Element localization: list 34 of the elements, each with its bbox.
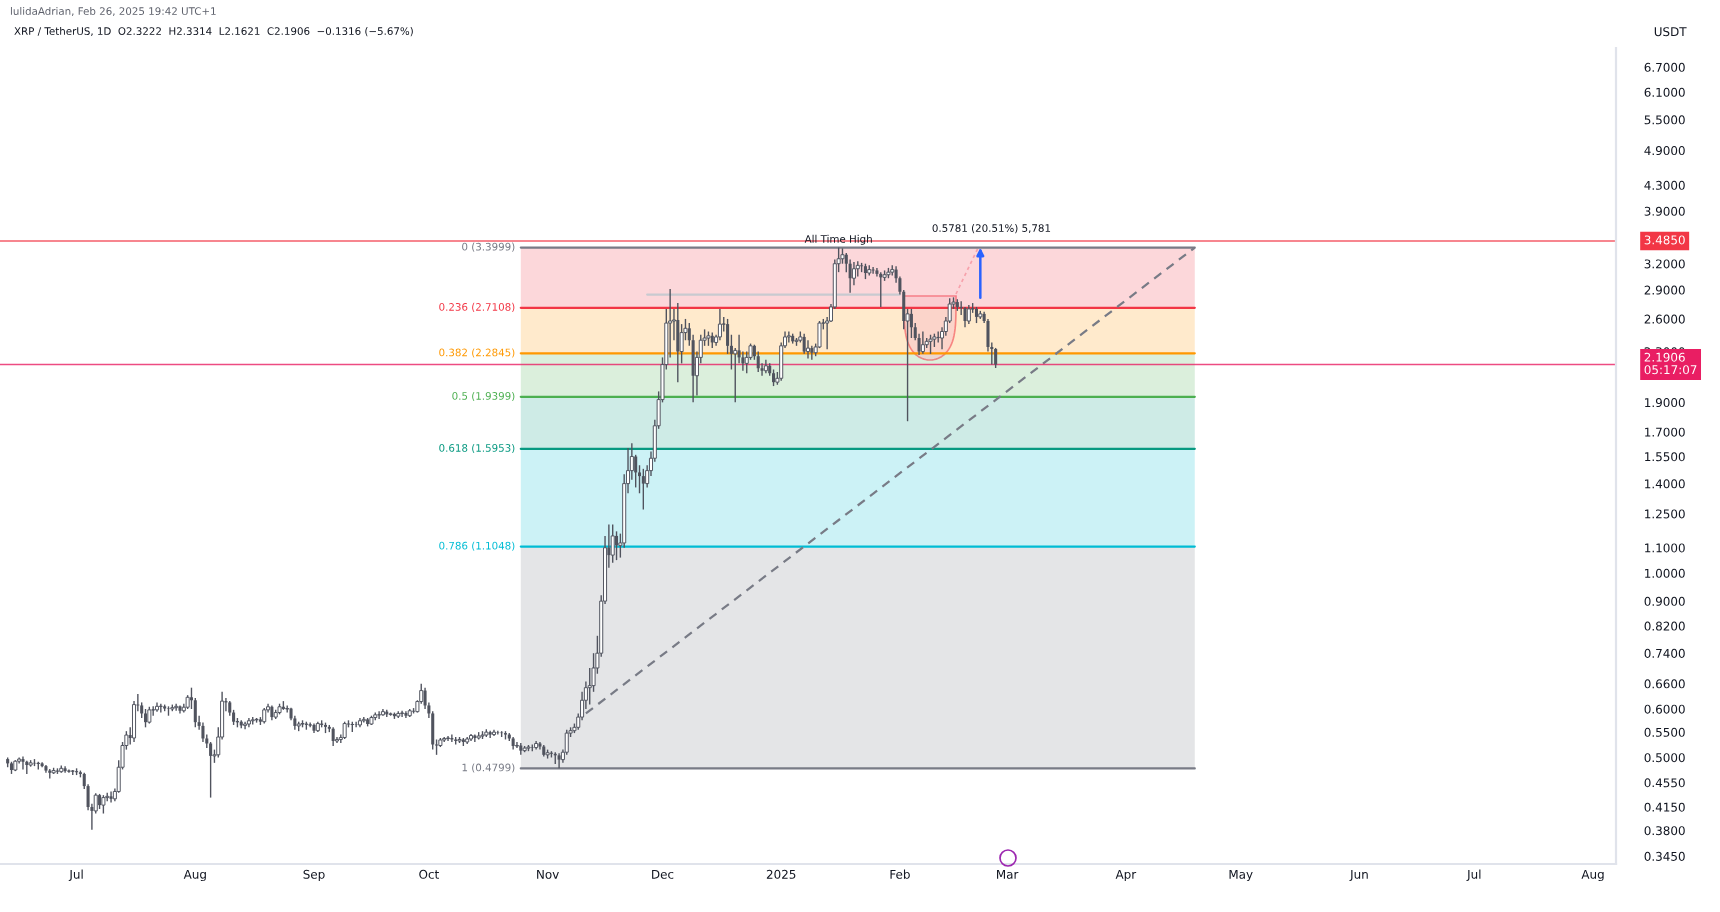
candlestick (151, 705, 156, 717)
candlestick (805, 339, 811, 360)
candlestick (419, 682, 424, 705)
candlestick (25, 759, 29, 775)
candlestick (209, 741, 213, 799)
candlestick (514, 741, 519, 749)
candlestick (564, 729, 569, 756)
candlestick (331, 726, 335, 747)
candlestick (920, 330, 925, 355)
candlestick (21, 755, 25, 771)
candlestick (431, 710, 435, 751)
candlestick (963, 306, 967, 328)
candlestick (143, 708, 148, 729)
candlestick (966, 304, 971, 325)
candlestick (802, 332, 806, 355)
candlestick (810, 345, 814, 361)
candlestick (848, 258, 852, 294)
candlestick (201, 721, 205, 743)
candlestick (615, 530, 619, 561)
candlestick (851, 261, 856, 287)
candlestick (354, 720, 358, 729)
candlestick (109, 790, 113, 804)
candlestick (786, 330, 791, 344)
candlestick (610, 523, 615, 564)
candlestick (744, 350, 749, 374)
candlestick (557, 752, 561, 770)
candlestick (641, 468, 645, 511)
candlestick (174, 703, 179, 712)
candlestick (423, 686, 427, 710)
candlestick (717, 308, 722, 341)
candlestick (756, 350, 760, 373)
candlestick (676, 302, 680, 383)
candlestick (132, 700, 137, 743)
candlestick (994, 347, 998, 369)
